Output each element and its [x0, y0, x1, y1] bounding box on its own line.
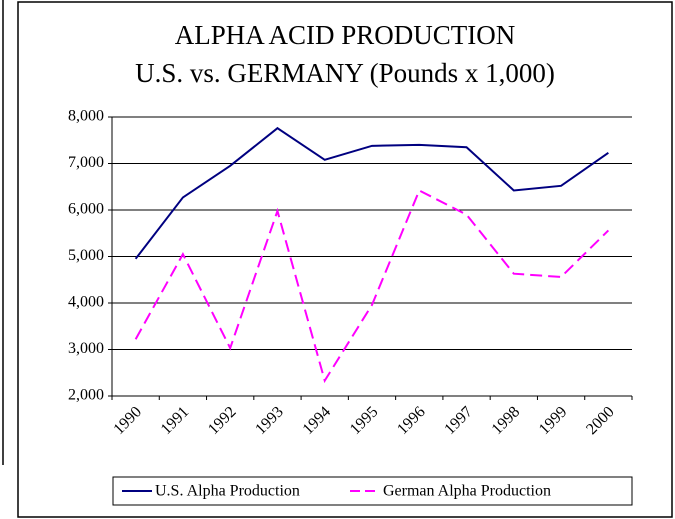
chart-subtitle: U.S. vs. GERMANY (Pounds x 1,000) [135, 58, 555, 88]
legend-label: German Alpha Production [383, 483, 551, 500]
legend-box [112, 476, 633, 506]
series-line [134, 126, 609, 260]
legend-label: U.S. Alpha Production [155, 483, 300, 500]
x-tick-label: 1996 [394, 403, 429, 438]
y-tick-label: 2,000 [68, 387, 104, 404]
y-tick-label: 3,000 [68, 340, 104, 357]
x-tick-label: 1992 [205, 403, 240, 438]
chart-frame [17, 1, 673, 518]
x-tick-label: 1993 [252, 403, 287, 438]
x-tick-label: 1998 [489, 403, 524, 438]
x-tick-label: 1990 [110, 403, 145, 438]
x-tick-label: 1991 [158, 403, 193, 438]
y-tick-label: 7,000 [68, 154, 104, 171]
y-tick-label: 6,000 [68, 201, 104, 218]
x-tick-label: 2000 [583, 403, 618, 438]
chart-title: ALPHA ACID PRODUCTION [175, 20, 516, 50]
x-tick-label: 1994 [300, 403, 335, 438]
x-tick-label: 1999 [536, 403, 571, 438]
x-tick-label: 1997 [441, 403, 476, 438]
y-tick-label: 4,000 [68, 294, 104, 311]
series-line [134, 189, 610, 384]
x-tick-label: 1995 [347, 403, 382, 438]
y-tick-label: 8,000 [68, 108, 104, 125]
y-tick-label: 5,000 [68, 247, 104, 264]
